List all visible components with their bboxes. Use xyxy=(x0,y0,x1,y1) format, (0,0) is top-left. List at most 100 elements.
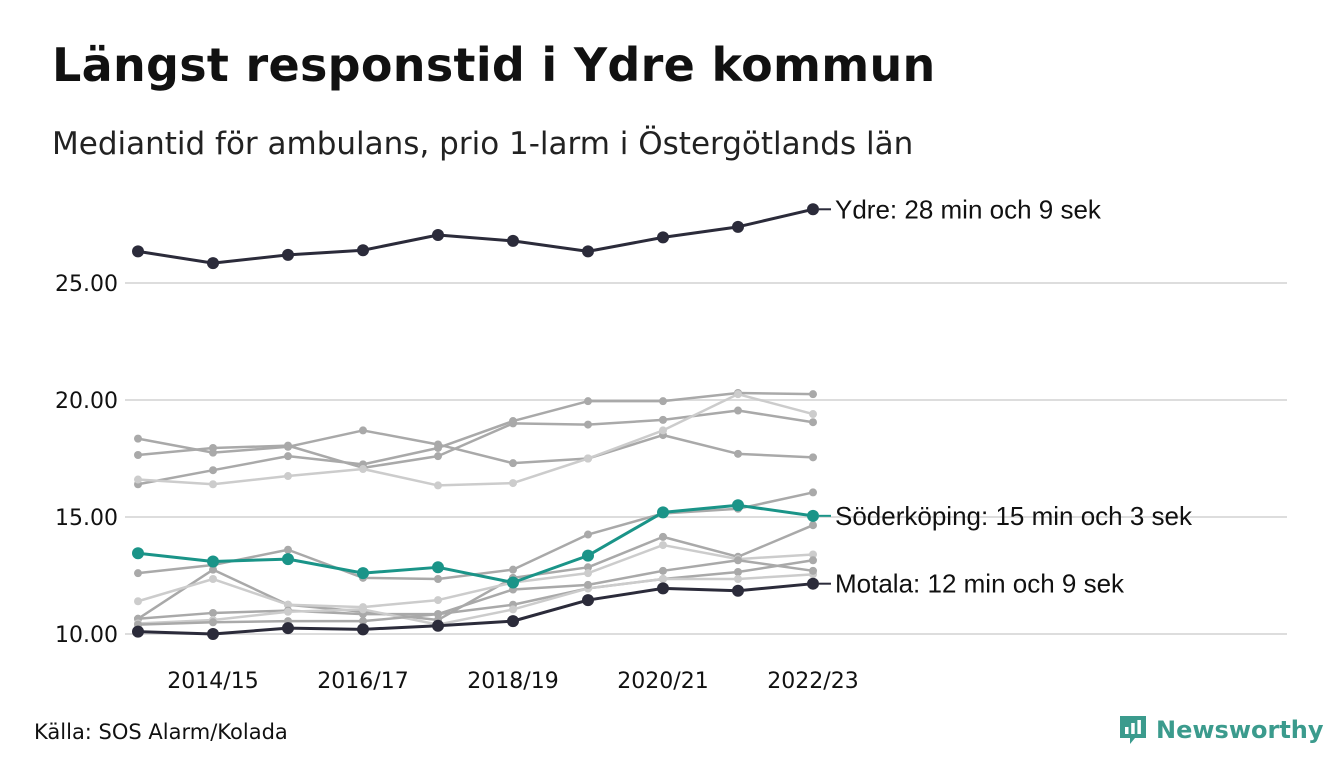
data-point xyxy=(509,417,517,426)
data-point xyxy=(357,623,369,636)
data-point xyxy=(207,257,219,270)
data-point xyxy=(734,556,742,565)
data-point xyxy=(584,563,592,572)
x-axis-ticks: 2014/15 2016/17 2018/19 2020/21 2022/23 xyxy=(167,669,858,694)
series-annotation-label: Ydre: 28 min och 9 sek xyxy=(835,194,1102,224)
data-point xyxy=(432,229,444,242)
series-s-derk-ping xyxy=(132,499,819,589)
x-tick-label: 2018/19 xyxy=(467,669,558,694)
data-point xyxy=(584,454,592,463)
series-other-municipality xyxy=(134,556,817,629)
data-point xyxy=(432,561,444,574)
data-point xyxy=(584,530,592,539)
data-point xyxy=(509,565,517,574)
series-line xyxy=(137,429,814,465)
data-point xyxy=(209,565,217,574)
brand-logo: Newsworthy xyxy=(1118,714,1324,746)
newsworthy-logo-icon xyxy=(1120,716,1146,744)
data-point xyxy=(809,390,817,399)
data-point xyxy=(507,576,519,589)
data-point xyxy=(582,594,594,607)
y-axis-ticks: 10.00 15.00 20.00 25.00 xyxy=(55,272,118,648)
data-point xyxy=(434,575,442,584)
data-point xyxy=(209,466,217,475)
series-line xyxy=(137,543,814,609)
source-note: Källa: SOS Alarm/Kolada xyxy=(34,720,288,744)
data-point xyxy=(132,245,144,258)
data-point xyxy=(507,234,519,247)
chart-title: Längst responstid i Ydre kommun xyxy=(52,38,936,92)
series-line xyxy=(137,559,814,626)
data-point xyxy=(357,567,369,580)
data-point xyxy=(807,577,819,590)
data-point xyxy=(434,452,442,461)
data-point xyxy=(132,547,144,560)
data-point xyxy=(809,453,817,462)
data-point xyxy=(509,459,517,468)
data-point xyxy=(659,397,667,406)
series-annotation-label: Motala: 12 min och 9 sek xyxy=(835,569,1125,599)
x-tick-label: 2020/21 xyxy=(617,669,708,694)
data-point xyxy=(659,532,667,541)
data-point xyxy=(734,567,742,576)
data-point xyxy=(584,420,592,429)
data-point xyxy=(282,622,294,635)
data-point xyxy=(809,556,817,565)
data-point xyxy=(207,628,219,640)
series-line xyxy=(137,491,814,581)
data-point xyxy=(134,434,142,443)
data-point xyxy=(734,575,742,584)
data-point xyxy=(659,415,667,424)
y-tick-label: 10.00 xyxy=(55,623,118,648)
data-point xyxy=(284,600,292,609)
series-ydre xyxy=(132,203,819,270)
series-motala xyxy=(132,577,819,640)
data-point xyxy=(207,555,219,568)
data-point xyxy=(509,605,517,614)
data-point xyxy=(134,597,142,606)
data-point xyxy=(732,220,744,233)
data-point xyxy=(284,441,292,450)
x-tick-label: 2022/23 xyxy=(767,669,858,694)
data-point xyxy=(584,580,592,589)
data-point xyxy=(134,475,142,484)
data-point xyxy=(809,410,817,419)
data-point xyxy=(734,449,742,458)
data-point xyxy=(659,566,667,575)
data-point xyxy=(509,479,517,488)
data-point xyxy=(284,607,292,616)
brand-name: Newsworthy xyxy=(1156,716,1324,744)
data-point xyxy=(659,541,667,550)
data-point xyxy=(209,443,217,452)
data-point xyxy=(284,472,292,481)
series-line xyxy=(137,207,814,265)
series-line xyxy=(137,391,814,486)
data-point xyxy=(434,610,442,619)
data-point xyxy=(357,244,369,257)
data-point xyxy=(359,617,367,626)
data-point xyxy=(659,426,667,435)
gridlines xyxy=(125,282,1287,635)
y-tick-label: 20.00 xyxy=(55,389,118,414)
data-point xyxy=(209,575,217,584)
data-point xyxy=(582,549,594,562)
series-lines xyxy=(132,203,819,640)
data-point xyxy=(582,245,594,258)
data-point xyxy=(209,480,217,489)
series-other-municipality xyxy=(134,406,817,472)
data-point xyxy=(434,596,442,605)
data-point xyxy=(132,625,144,638)
data-point xyxy=(284,545,292,554)
data-point xyxy=(134,450,142,459)
data-point xyxy=(732,499,744,512)
series-other-municipality xyxy=(134,488,817,584)
chart-subtitle: Mediantid för ambulans, prio 1-larm i Ös… xyxy=(52,126,914,162)
series-other-municipality xyxy=(134,390,817,490)
data-point xyxy=(584,569,592,578)
data-point xyxy=(732,584,744,597)
series-line xyxy=(137,559,814,621)
data-point xyxy=(809,488,817,497)
x-tick-label: 2014/15 xyxy=(167,669,258,694)
series-annotation-label: Söderköping: 15 min och 3 sek xyxy=(835,501,1193,531)
